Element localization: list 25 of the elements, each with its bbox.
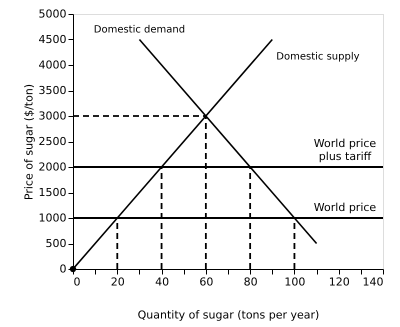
series-label: Domestic demand [94, 24, 186, 36]
x-axis-title: Quantity of sugar (tons per year) [138, 308, 320, 322]
ref-line-label: World price [314, 201, 376, 214]
y-tick-label: 1000 [38, 212, 66, 224]
x-tick-label: 140 [362, 276, 384, 288]
x-tick-label: 60 [199, 276, 214, 288]
x-tick-label: 120 [328, 276, 350, 288]
x-tick-label: 20 [110, 276, 125, 288]
y-tick-label: 1500 [38, 186, 66, 199]
y-tick-label: 4000 [38, 58, 66, 72]
y-tick-label: 4500 [38, 33, 66, 46]
x-tick-label: 100 [284, 276, 306, 288]
series-label: Domestic supply [276, 52, 360, 62]
y-tick-label: 500 [46, 237, 66, 250]
y-tick-label: 2500 [38, 135, 66, 148]
y-tick-label: 3500 [38, 84, 66, 97]
y-tick-label: 5000 [38, 8, 66, 20]
y-tick-label: 0 [60, 262, 66, 276]
y-axis-title: Price of sugar ($/ton) [22, 84, 36, 200]
ref-line-label: World price plus tariff [314, 137, 376, 163]
y-tick-label: 3000 [38, 110, 66, 122]
y-tick-label: 2000 [38, 160, 66, 174]
x-tick-label: 80 [244, 276, 258, 288]
x-tick-label: 40 [155, 276, 170, 288]
x-tick-label: 0 [74, 276, 80, 288]
